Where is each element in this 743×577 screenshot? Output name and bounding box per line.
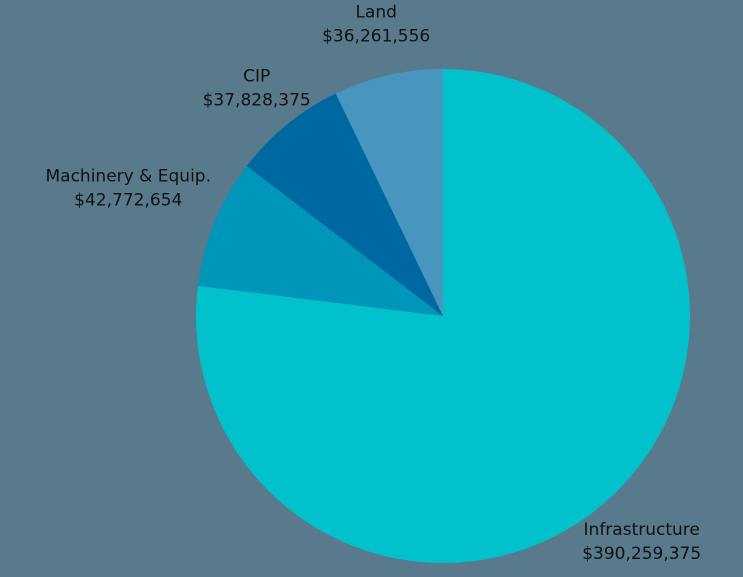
pie-slice [197,165,443,316]
slice-label: Machinery & Equip. [45,166,211,186]
slice-label: Land [355,3,396,23]
slice-value-label: $37,828,375 [203,90,311,110]
slice-value-label: $390,259,375 [582,544,701,564]
slice-value-label: $42,772,654 [74,190,182,210]
pie-slice [196,69,690,563]
slice-label: CIP [243,66,270,86]
pie-slice [246,93,443,316]
slice-label: Infrastructure [584,520,700,540]
slice-value-label: $36,261,556 [322,27,430,47]
pie-slice [335,69,443,316]
